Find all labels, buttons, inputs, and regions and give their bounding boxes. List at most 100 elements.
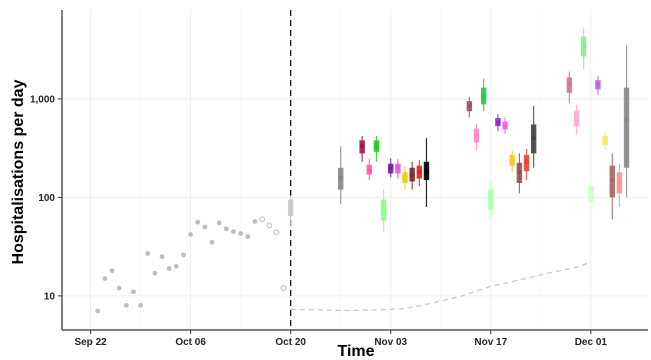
forecast-median: [395, 165, 401, 171]
observed-point: [131, 289, 136, 295]
observed-point: [202, 224, 208, 230]
forecast-interval: [495, 114, 501, 132]
forecast-median: [495, 119, 501, 125]
forecast-median: [416, 169, 422, 175]
axes: [61, 10, 648, 331]
observed-point: [102, 276, 108, 281]
forecast-interval: [359, 136, 365, 162]
observed-point: [152, 270, 158, 276]
forecast-interval: [388, 158, 394, 178]
forecast-median: [524, 159, 529, 165]
forecast-interval: [623, 45, 630, 198]
observed-point: [238, 231, 244, 236]
forecast-interval: [366, 159, 373, 181]
observed-point: [195, 219, 201, 225]
forecast-median: [481, 94, 487, 100]
observed-point: [138, 302, 144, 308]
y-tick-label: 100: [38, 193, 55, 204]
forecast-median: [288, 204, 294, 210]
forecast-median: [409, 172, 415, 178]
observed-point: [188, 232, 194, 237]
x-tick-label: Nov 17: [474, 337, 507, 348]
x-tick-label: Oct 06: [175, 337, 206, 348]
forecast-interval: [530, 105, 537, 168]
forecast-median: [402, 174, 408, 180]
forecast-median: [574, 115, 579, 121]
x-ticks: Sep 22 Oct 06 Oct 20 Nov 03 Nov 17 Dec 01: [74, 330, 607, 348]
forecast-interval: [523, 149, 530, 181]
y-tick-label: 1,000: [30, 94, 55, 105]
forecast-median: [502, 122, 508, 128]
forecast-interval: [488, 180, 494, 220]
forecast-median: [488, 197, 494, 202]
forecast-interval: [466, 96, 473, 118]
observed-point: [252, 219, 258, 224]
forecast-intervals: [287, 28, 630, 232]
forecast-interval: [473, 123, 480, 151]
forecast-interval: [573, 104, 580, 136]
forecast-interval: [609, 153, 615, 220]
forecast-interval: [480, 78, 487, 112]
observed-point-incomplete: [259, 216, 265, 223]
forecast-median: [566, 82, 572, 87]
forecast-box: [623, 87, 630, 168]
forecast-median: [581, 44, 587, 49]
forecast-interval: [287, 195, 294, 228]
forecast-interval: [380, 189, 387, 232]
forecast-interval: [373, 136, 380, 162]
grid: [62, 10, 648, 330]
observed-point: [181, 252, 186, 258]
forecast-interval: [416, 159, 423, 187]
forecast-median: [381, 207, 386, 213]
y-axis-title: Hospitalisations per day: [10, 79, 27, 264]
observed-point: [173, 263, 179, 269]
forecast-interval: [588, 180, 594, 210]
observed-point: [245, 234, 251, 239]
observed-point: [209, 239, 215, 245]
x-tick-label: Oct 20: [275, 337, 306, 348]
observed-point: [223, 226, 229, 232]
forecast-interval: [509, 150, 515, 173]
forecast-median: [466, 103, 472, 109]
forecast-interval: [516, 153, 523, 194]
observed-point: [231, 229, 236, 234]
forecast-median: [338, 174, 344, 180]
forecast-interval: [502, 117, 508, 135]
observed-point: [123, 302, 129, 308]
forecast-median: [388, 165, 394, 171]
y-tick-label: 10: [44, 291, 56, 302]
forecast-interval: [580, 28, 587, 70]
x-axis-title: Time: [337, 343, 374, 360]
forecast-interval: [566, 71, 573, 104]
forecast-median: [617, 179, 622, 184]
forecast-interval: [395, 159, 401, 179]
forecast-median: [531, 135, 537, 141]
forecast-interval: [409, 161, 415, 190]
forecast-interval: [595, 76, 601, 95]
forecast-median: [602, 137, 608, 143]
forecast-median: [474, 132, 479, 138]
forecast-median: [424, 169, 429, 175]
forecast-interval: [616, 163, 623, 207]
forecast-interval: [602, 132, 608, 151]
observed-points: [95, 216, 287, 314]
forecast-median: [624, 116, 629, 122]
forecast-interval: [402, 165, 408, 190]
forecast-median: [595, 82, 601, 87]
x-tick-label: Sep 22: [74, 337, 107, 348]
forecast-median: [588, 190, 594, 196]
forecast-median: [509, 157, 515, 163]
x-tick-label: Nov 03: [374, 337, 407, 348]
forecast-interval: [423, 138, 430, 207]
forecast-median: [366, 167, 372, 173]
observed-point: [109, 268, 115, 274]
observed-point-incomplete: [280, 285, 287, 291]
forecast-median: [516, 169, 522, 175]
observed-point: [95, 308, 101, 314]
forecast-interval: [337, 146, 344, 205]
observed-point-incomplete: [266, 222, 273, 229]
forecast-median: [359, 143, 365, 149]
observed-point-incomplete: [273, 229, 280, 236]
observed-point: [159, 254, 165, 260]
